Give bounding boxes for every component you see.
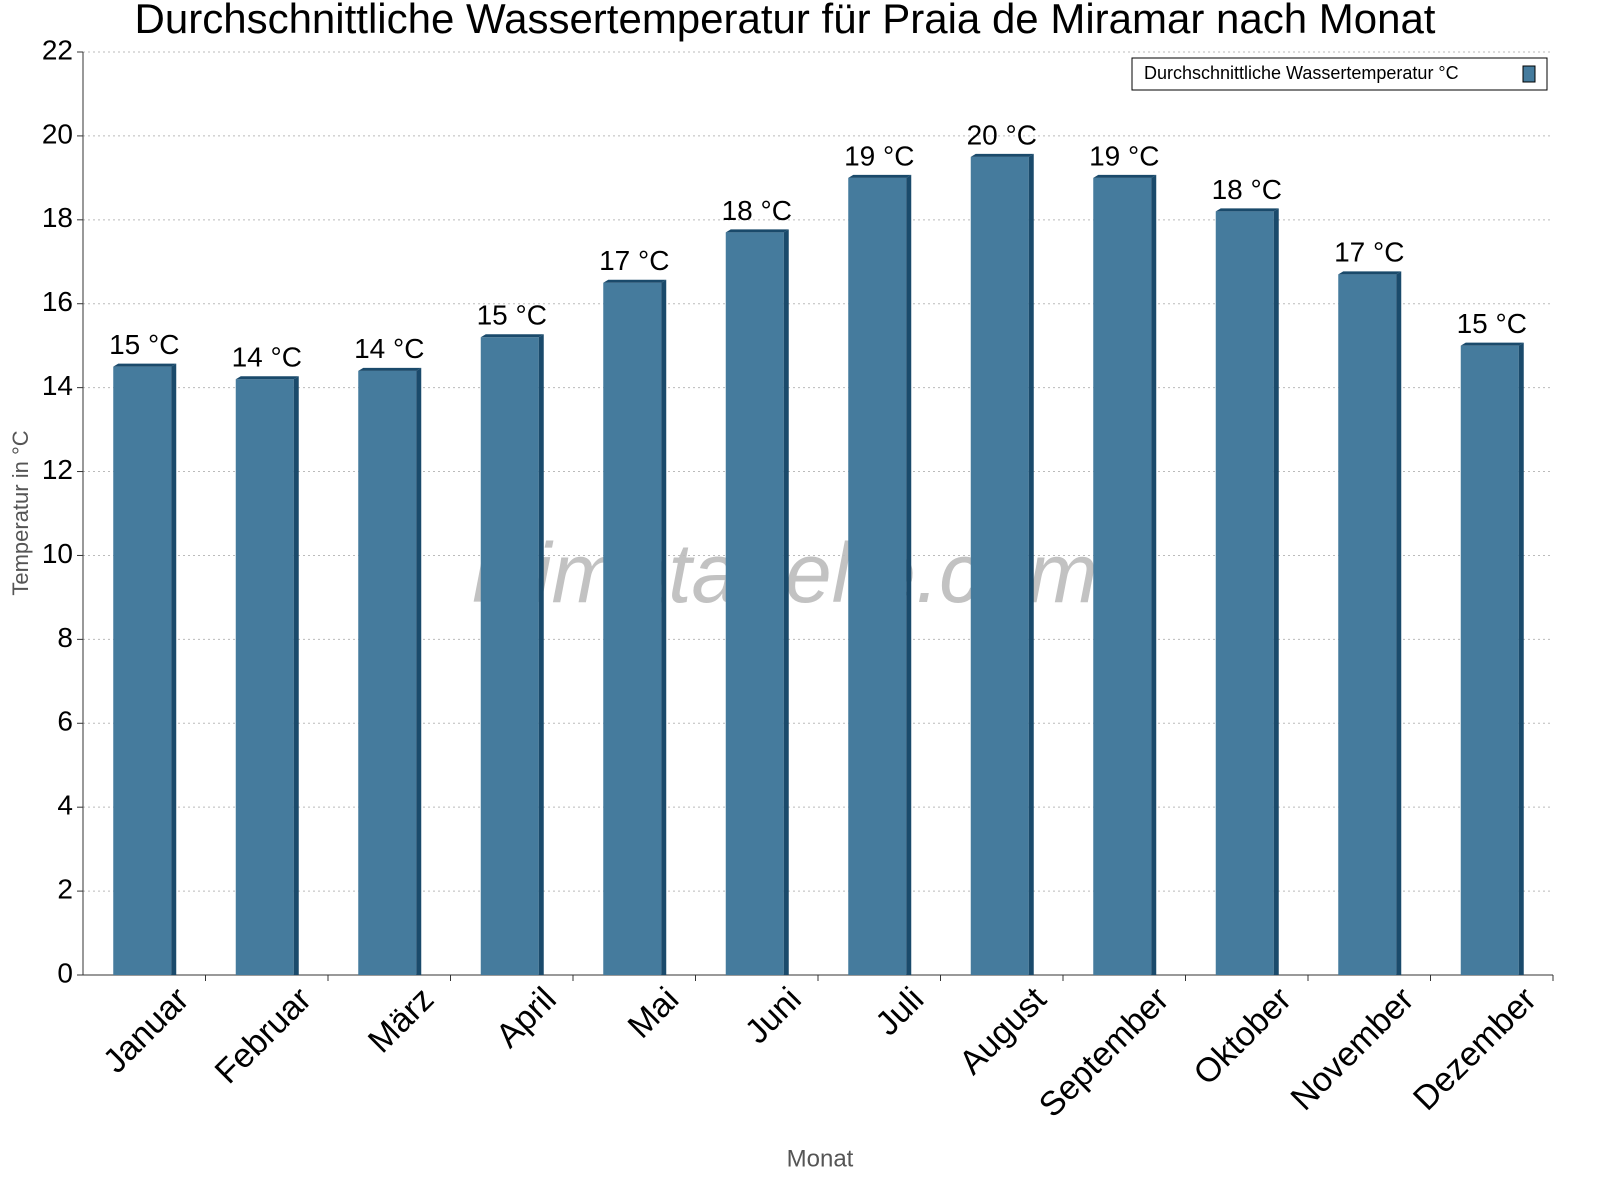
- bar-top: [358, 367, 422, 371]
- y-tick-label: 18: [42, 202, 73, 233]
- value-label: 15 °C: [1457, 308, 1527, 339]
- bar-side: [661, 279, 667, 975]
- bar-side: [1028, 153, 1034, 976]
- bar-top: [1338, 271, 1402, 275]
- bar-top: [725, 229, 789, 233]
- x-tick-label: Mai: [621, 980, 687, 1046]
- bar-top: [970, 153, 1034, 157]
- bar-side: [1273, 208, 1279, 976]
- bar-side: [783, 229, 789, 975]
- value-label: 18 °C: [722, 195, 792, 226]
- x-tick-label: Februar: [208, 980, 319, 1091]
- x-tick-label: Dezember: [1406, 980, 1544, 1118]
- value-label: 19 °C: [1089, 140, 1159, 171]
- y-tick-label: 0: [57, 957, 73, 988]
- y-tick-label: 10: [42, 538, 73, 569]
- bar: [970, 156, 1029, 976]
- bar-top: [113, 363, 177, 367]
- bar: [1460, 345, 1519, 975]
- chart-title: Durchschnittliche Wassertemperatur für P…: [135, 0, 1436, 42]
- x-tick-label: April: [489, 980, 564, 1055]
- y-tick-label: 16: [42, 286, 73, 317]
- bar: [848, 177, 907, 975]
- bar: [358, 370, 417, 975]
- x-tick-label: Juni: [738, 980, 809, 1051]
- bar-top: [480, 334, 544, 338]
- bar-side: [293, 376, 299, 975]
- y-tick-label: 20: [42, 118, 73, 149]
- y-tick-label: 12: [42, 454, 73, 485]
- x-tick-label: August: [952, 980, 1054, 1082]
- bar: [603, 282, 662, 975]
- x-tick-label: Oktober: [1186, 980, 1298, 1092]
- bar-top: [848, 174, 912, 178]
- bar: [725, 232, 784, 975]
- bar-side: [1396, 271, 1402, 975]
- bar-top: [1215, 208, 1279, 212]
- bar: [1093, 177, 1152, 975]
- bar-side: [416, 367, 422, 975]
- bar: [113, 366, 172, 976]
- y-tick-label: 4: [57, 790, 73, 821]
- bar-side: [1518, 342, 1524, 975]
- y-tick-label: 22: [42, 34, 73, 65]
- value-label: 20 °C: [967, 119, 1037, 150]
- value-label: 17 °C: [599, 245, 669, 276]
- value-label: 19 °C: [844, 140, 914, 171]
- bar: [235, 379, 294, 975]
- legend-box: [1131, 57, 1548, 91]
- x-tick-label: Juli: [868, 980, 931, 1043]
- bar-side: [171, 363, 177, 976]
- y-axis-title: Temperatur in °C: [8, 430, 33, 595]
- y-tick-label: 14: [42, 370, 73, 401]
- x-tick-label: Januar: [96, 980, 196, 1080]
- x-tick-label: November: [1283, 980, 1421, 1118]
- bar: [1338, 274, 1397, 975]
- y-tick-label: 8: [57, 622, 73, 653]
- x-axis-title: Monat: [787, 1145, 854, 1172]
- value-label: 14 °C: [232, 342, 302, 373]
- bar: [480, 337, 539, 976]
- bar: [1215, 211, 1274, 976]
- value-label: 15 °C: [477, 300, 547, 331]
- value-label: 18 °C: [1212, 174, 1282, 205]
- bar-side: [906, 174, 912, 975]
- bar-top: [1093, 174, 1157, 178]
- y-tick-label: 2: [57, 873, 73, 904]
- legend: Durchschnittliche Wassertemperatur °C: [1131, 57, 1548, 91]
- y-tick-label: 6: [57, 706, 73, 737]
- bar-top: [603, 279, 667, 283]
- bar-side: [538, 334, 544, 976]
- value-label: 17 °C: [1334, 237, 1404, 268]
- bar-top: [1460, 342, 1524, 346]
- legend-swatch: [1522, 65, 1536, 83]
- legend-label: Durchschnittliche Wassertemperatur °C: [1144, 63, 1459, 83]
- value-label: 15 °C: [109, 329, 179, 360]
- bar-top: [235, 376, 299, 380]
- value-label: 14 °C: [354, 333, 424, 364]
- x-tick-label: März: [361, 980, 441, 1060]
- x-tick-label: September: [1032, 980, 1176, 1124]
- bar-side: [1151, 174, 1157, 975]
